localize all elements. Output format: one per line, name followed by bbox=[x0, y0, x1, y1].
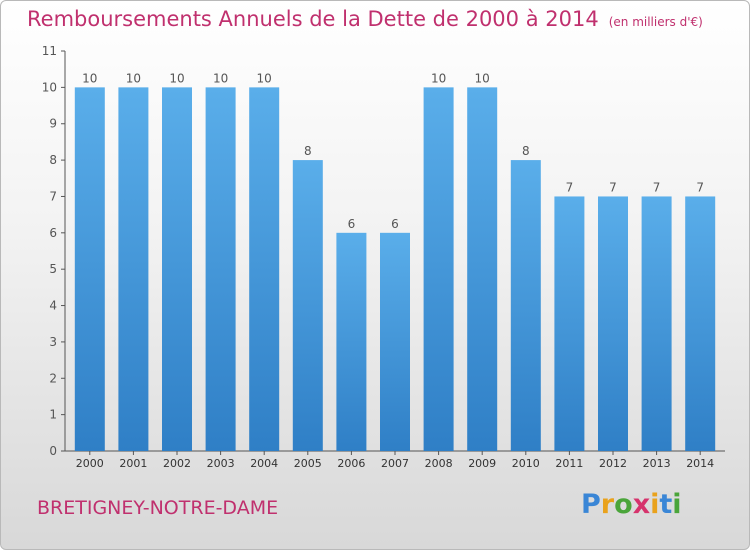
bar-data-label: 10 bbox=[431, 71, 446, 85]
y-tick-label: 7 bbox=[49, 189, 57, 203]
bar-data-label: 6 bbox=[391, 217, 399, 231]
bar bbox=[423, 87, 454, 451]
bar bbox=[249, 87, 280, 451]
bar bbox=[162, 87, 192, 451]
bar-data-label: 8 bbox=[522, 144, 530, 158]
bar bbox=[685, 196, 716, 451]
logo-letter: i bbox=[672, 489, 682, 520]
x-tick-label: 2000 bbox=[76, 457, 104, 470]
logo-letter: P bbox=[581, 489, 601, 520]
chart-title-main: Remboursements Annuels de la Dette de 20… bbox=[27, 7, 599, 31]
bar-data-label: 10 bbox=[475, 71, 490, 85]
chart-title-unit: (en milliers d'€) bbox=[608, 15, 703, 29]
y-tick-label: 11 bbox=[42, 44, 57, 58]
bar-data-label: 6 bbox=[348, 217, 356, 231]
x-tick-label: 2007 bbox=[381, 457, 409, 470]
bar bbox=[74, 87, 105, 451]
x-tick-label: 2013 bbox=[643, 457, 671, 470]
x-tick-label: 2008 bbox=[425, 457, 453, 470]
x-tick-label: 2005 bbox=[294, 457, 322, 470]
bar bbox=[641, 196, 672, 451]
bar bbox=[554, 196, 585, 451]
bar-data-label: 10 bbox=[126, 71, 141, 85]
y-tick-label: 4 bbox=[49, 299, 57, 313]
bar-data-label: 7 bbox=[566, 180, 574, 194]
x-tick-label: 2006 bbox=[337, 457, 365, 470]
y-tick-label: 6 bbox=[49, 226, 57, 240]
y-tick-label: 1 bbox=[49, 408, 57, 422]
bar bbox=[510, 160, 541, 451]
bar bbox=[467, 87, 498, 451]
x-tick-label: 2014 bbox=[686, 457, 714, 470]
bar-data-label: 7 bbox=[696, 180, 704, 194]
x-tick-label: 2010 bbox=[512, 457, 540, 470]
y-tick-label: 5 bbox=[49, 262, 57, 276]
chart-title: Remboursements Annuels de la Dette de 20… bbox=[27, 7, 703, 31]
bar-data-label: 7 bbox=[653, 180, 661, 194]
x-tick-label: 2011 bbox=[555, 457, 583, 470]
y-tick-label: 9 bbox=[49, 117, 57, 131]
proxiti-logo: Proxiti bbox=[581, 489, 682, 520]
y-tick-label: 10 bbox=[42, 80, 57, 94]
x-tick-label: 2009 bbox=[468, 457, 496, 470]
bar-data-label: 7 bbox=[609, 180, 617, 194]
bar bbox=[598, 196, 628, 451]
x-tick-label: 2002 bbox=[163, 457, 191, 470]
logo-letter: x bbox=[632, 489, 651, 520]
bar bbox=[205, 87, 236, 451]
bar bbox=[292, 160, 323, 451]
bar bbox=[380, 232, 410, 451]
x-tick-label: 2004 bbox=[250, 457, 278, 470]
bar-data-label: 10 bbox=[169, 71, 184, 85]
commune-name: BRETIGNEY-NOTRE-DAME bbox=[37, 497, 279, 519]
logo-letter: i bbox=[650, 489, 660, 520]
bar bbox=[118, 87, 149, 451]
y-tick-label: 8 bbox=[49, 153, 57, 167]
bar-data-label: 10 bbox=[213, 71, 228, 85]
bar-data-label: 10 bbox=[257, 71, 272, 85]
bar bbox=[336, 232, 367, 451]
y-tick-label: 2 bbox=[49, 371, 57, 385]
logo-letter: t bbox=[659, 489, 673, 520]
x-tick-label: 2003 bbox=[207, 457, 235, 470]
y-tick-label: 0 bbox=[49, 444, 57, 458]
x-tick-label: 2012 bbox=[599, 457, 627, 470]
logo-letter: o bbox=[614, 489, 633, 520]
x-tick-label: 2001 bbox=[119, 457, 147, 470]
logo-letter: r bbox=[600, 489, 615, 520]
bar-data-label: 8 bbox=[304, 144, 312, 158]
y-tick-label: 3 bbox=[49, 335, 57, 349]
bar-data-label: 10 bbox=[82, 71, 97, 85]
